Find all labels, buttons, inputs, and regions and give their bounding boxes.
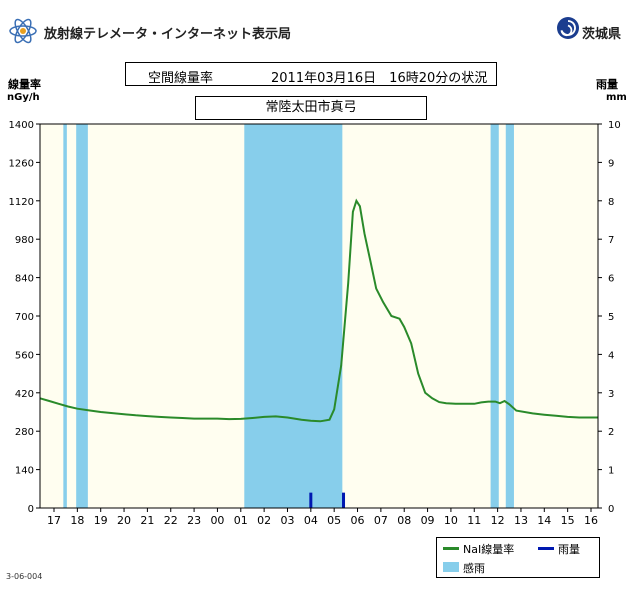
left-tick-label: 280 bbox=[15, 427, 34, 438]
right-tick-label: 9 bbox=[608, 158, 614, 169]
nai-dose-rate-line bbox=[39, 198, 598, 423]
legend-label-rain: 雨量 bbox=[558, 543, 580, 556]
left-tick-label: 700 bbox=[15, 312, 34, 323]
left-tick-label: 1400 bbox=[9, 120, 34, 131]
datetime-label: 2011年03月16日 16時20分の状況 bbox=[271, 71, 488, 86]
left-tick-label: 140 bbox=[15, 466, 34, 477]
legend-label-sense-rain: 感雨 bbox=[463, 562, 485, 575]
x-tick-label: 23 bbox=[187, 514, 201, 527]
x-tick-label: 21 bbox=[140, 514, 154, 527]
left-tick-label: 0 bbox=[28, 504, 34, 515]
right-tick-label: 1 bbox=[608, 466, 614, 477]
sense-rain-band bbox=[490, 124, 499, 508]
x-tick-label: 01 bbox=[234, 514, 248, 527]
right-tick-label: 10 bbox=[608, 120, 621, 131]
x-tick-label: 03 bbox=[280, 514, 294, 527]
x-tick-label: 02 bbox=[257, 514, 271, 527]
right-axis-title: 雨量 bbox=[596, 78, 618, 91]
atom-logo-icon bbox=[9, 18, 37, 44]
sense-rain-band bbox=[76, 124, 88, 508]
x-tick-label: 06 bbox=[351, 514, 365, 527]
x-tick-label: 05 bbox=[327, 514, 341, 527]
legend-swatch-nai bbox=[443, 547, 459, 550]
station-name: 常陸太田市真弓 bbox=[265, 100, 357, 115]
x-tick-label: 12 bbox=[491, 514, 505, 527]
left-tick-label: 1260 bbox=[9, 158, 34, 169]
right-axis-unit: mm bbox=[606, 92, 627, 103]
sense-rain-band bbox=[63, 124, 67, 508]
x-tick-label: 18 bbox=[70, 514, 84, 527]
x-tick-label: 22 bbox=[164, 514, 178, 527]
x-tick-label: 20 bbox=[117, 514, 131, 527]
chart-legend: NaI線量率 雨量 感雨 bbox=[436, 537, 600, 578]
x-tick-label: 13 bbox=[514, 514, 528, 527]
x-tick-label: 19 bbox=[94, 514, 108, 527]
right-tick-label: 3 bbox=[608, 389, 614, 400]
legend-swatch-sense-rain bbox=[443, 562, 459, 572]
rain-bar bbox=[309, 492, 313, 508]
legend-label-nai: NaI線量率 bbox=[463, 543, 515, 556]
station-code: 3-06-004 bbox=[6, 572, 43, 581]
station-box: 常陸太田市真弓 bbox=[195, 96, 427, 120]
rain-bar bbox=[342, 492, 346, 508]
sense-rain-band bbox=[244, 124, 343, 508]
left-tick-label: 420 bbox=[15, 389, 34, 400]
x-tick-label: 09 bbox=[421, 514, 435, 527]
site-title: 放射線テレメータ・インターネット表示局 bbox=[44, 27, 292, 42]
right-tick-label: 6 bbox=[608, 274, 614, 285]
measurement-header-box: 空間線量率 2011年03月16日 16時20分の状況 bbox=[125, 62, 497, 86]
x-tick-label: 04 bbox=[304, 514, 318, 527]
x-tick-label: 08 bbox=[397, 514, 411, 527]
left-tick-label: 1120 bbox=[9, 197, 34, 208]
right-tick-label: 7 bbox=[608, 235, 614, 246]
x-tick-label: 15 bbox=[561, 514, 575, 527]
legend-swatch-rain bbox=[538, 547, 554, 550]
left-axis-unit: nGy/h bbox=[7, 92, 40, 103]
right-tick-label: 4 bbox=[608, 350, 614, 361]
prefecture-emblem-icon bbox=[557, 17, 579, 39]
measure-label: 空間線量率 bbox=[148, 71, 214, 86]
left-tick-label: 560 bbox=[15, 350, 34, 361]
x-tick-label: 00 bbox=[210, 514, 224, 527]
left-tick-label: 980 bbox=[15, 235, 34, 246]
sense-rain-band bbox=[505, 124, 514, 508]
left-tick-label: 840 bbox=[15, 274, 34, 285]
right-tick-label: 8 bbox=[608, 197, 614, 208]
right-tick-label: 0 bbox=[608, 504, 614, 515]
x-tick-label: 14 bbox=[537, 514, 551, 527]
x-tick-label: 11 bbox=[467, 514, 481, 527]
x-tick-label: 07 bbox=[374, 514, 388, 527]
x-tick-label: 16 bbox=[584, 514, 598, 527]
x-tick-label: 10 bbox=[444, 514, 458, 527]
right-tick-label: 2 bbox=[608, 427, 614, 438]
right-tick-label: 5 bbox=[608, 312, 614, 323]
left-axis-title: 線量率 bbox=[8, 78, 41, 91]
x-tick-label: 17 bbox=[47, 514, 61, 527]
prefecture-name: 茨城県 bbox=[582, 27, 622, 42]
